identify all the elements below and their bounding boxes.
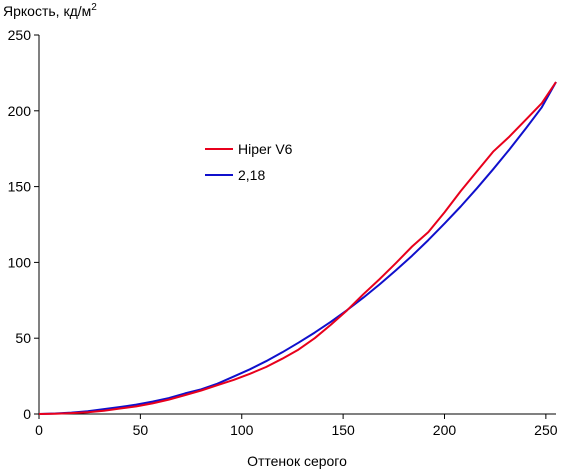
legend-label-hiper-v6: Hiper V6 (238, 141, 293, 157)
x-tick-label: 100 (230, 422, 254, 438)
y-tick-label: 150 (8, 179, 32, 195)
x-tick-label: 250 (534, 422, 558, 438)
y-tick-label: 200 (8, 103, 32, 119)
series-line-2-18 (38, 81, 557, 415)
y-axis-title: Яркость, кд/м2 (3, 2, 97, 19)
series-lines (38, 81, 557, 415)
y-tick-label: 50 (15, 330, 31, 346)
axes (38, 35, 556, 415)
legend-label-2-18: 2,18 (238, 167, 265, 183)
y-tick-label: 250 (8, 27, 32, 43)
x-axis-title: Оттенок серого (247, 453, 347, 469)
y-tick-label: 0 (23, 406, 31, 422)
legend: Hiper V6 2,18 (205, 141, 293, 183)
x-tick-label: 200 (433, 422, 457, 438)
x-tick-label: 50 (133, 422, 149, 438)
x-tick-label: 0 (35, 422, 43, 438)
x-tick-label: 150 (331, 422, 355, 438)
y-tick-label: 100 (8, 254, 32, 270)
series-line-hiper-v6 (38, 81, 557, 415)
ticks: 0 50 100 150 200 250 0 50 100 150 200 250 (8, 27, 558, 438)
